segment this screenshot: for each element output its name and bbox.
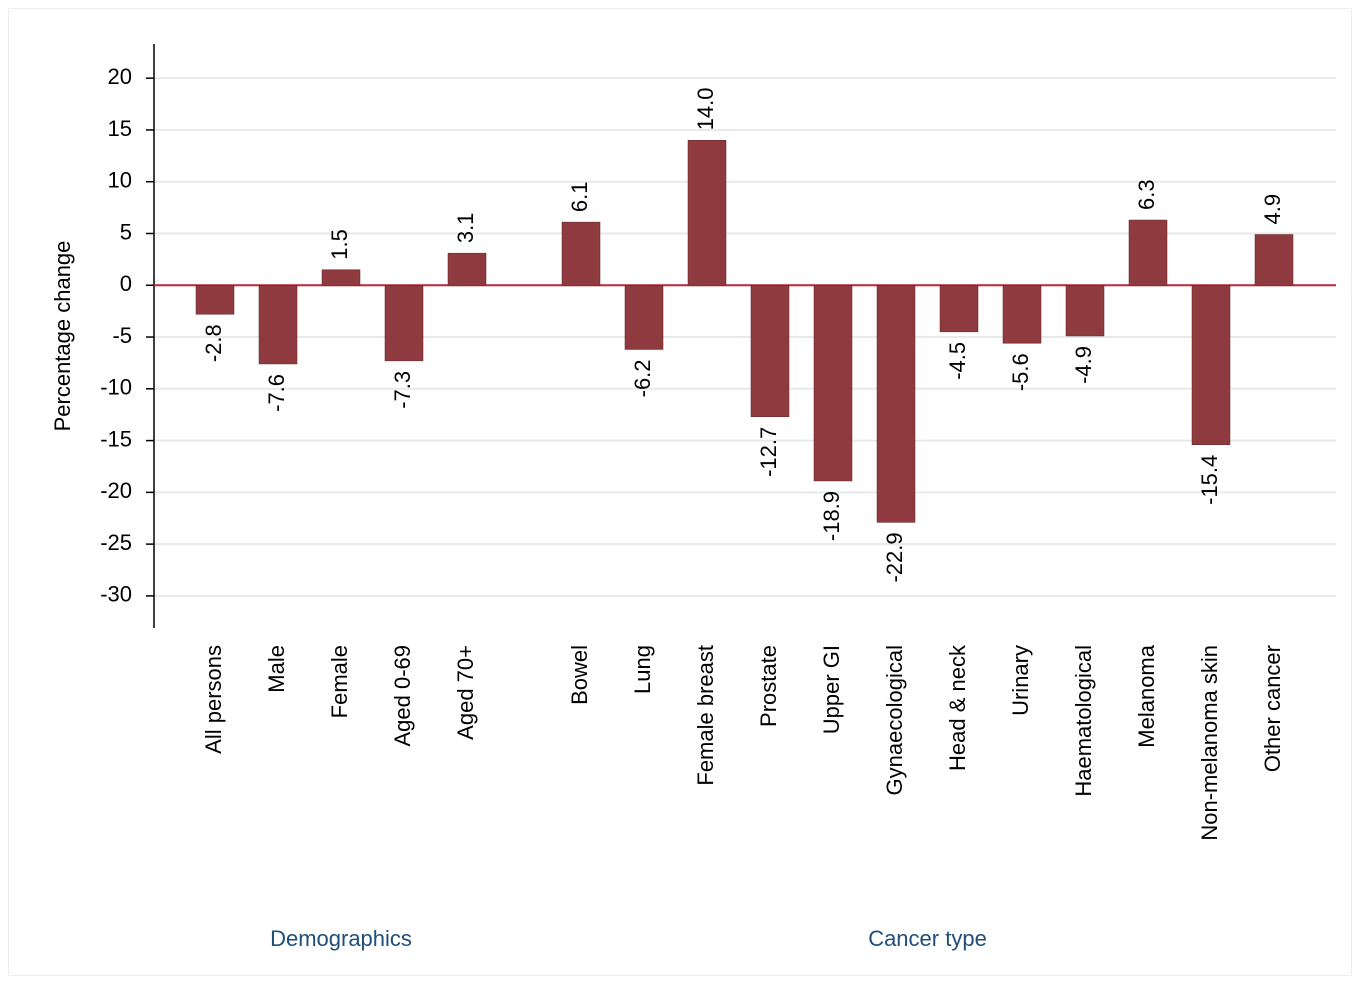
value-label: -7.6 <box>264 374 289 412</box>
y-tick-label: -5 <box>112 323 132 348</box>
x-tick-label: Male <box>264 645 289 693</box>
x-tick-label: Gynaecological <box>882 645 907 795</box>
x-tick-label: All persons <box>201 645 226 754</box>
value-label: -2.8 <box>201 324 226 362</box>
value-label: 14.0 <box>693 87 718 130</box>
x-tick-label: Aged 70+ <box>453 645 478 740</box>
x-tick-label: Female <box>327 645 352 718</box>
bar <box>447 252 487 286</box>
value-label: -4.5 <box>945 342 970 380</box>
value-label: -22.9 <box>882 532 907 582</box>
y-tick-label: -10 <box>100 375 132 400</box>
value-label: 3.1 <box>453 213 478 244</box>
x-tick-label: Female breast <box>693 645 718 786</box>
bar <box>1065 285 1105 337</box>
bar <box>876 285 916 523</box>
y-tick-label: 20 <box>108 64 132 89</box>
bar <box>321 269 361 286</box>
x-tick-label: Haematological <box>1071 645 1096 797</box>
bar <box>1254 234 1294 286</box>
value-label: -12.7 <box>756 427 781 477</box>
value-label: -15.4 <box>1197 455 1222 505</box>
y-tick-label: -25 <box>100 530 132 555</box>
y-axis-label: Percentage change <box>50 241 75 432</box>
x-tick-label: Urinary <box>1008 645 1033 716</box>
x-tick-label: Other cancer <box>1260 645 1285 772</box>
value-label: -7.3 <box>390 371 415 409</box>
bar <box>1128 219 1168 286</box>
y-tick-label: -30 <box>100 582 132 607</box>
value-label: 4.9 <box>1260 194 1285 225</box>
y-tick-label: -15 <box>100 426 132 451</box>
value-label: -6.2 <box>630 359 655 397</box>
value-label: -4.9 <box>1071 346 1096 384</box>
x-tick-label: Head & neck <box>945 644 970 771</box>
bar <box>561 221 601 286</box>
bar <box>258 285 298 365</box>
value-label: 1.5 <box>327 229 352 260</box>
group-label: Cancer type <box>868 926 987 951</box>
x-tick-label: Melanoma <box>1134 644 1159 747</box>
x-tick-label: Upper GI <box>819 645 844 734</box>
bar <box>384 285 424 362</box>
bar <box>687 140 727 286</box>
y-tick-label: -20 <box>100 478 132 503</box>
bar <box>939 285 979 333</box>
y-tick-label: 5 <box>120 219 132 244</box>
y-tick-label: 0 <box>120 271 132 296</box>
value-label: -18.9 <box>819 491 844 541</box>
bar <box>813 285 853 482</box>
group-label: Demographics <box>270 926 412 951</box>
x-tick-label: Lung <box>630 645 655 694</box>
value-label: 6.1 <box>567 182 592 213</box>
bar <box>1191 285 1231 445</box>
bar <box>1002 285 1042 344</box>
y-tick-label: 10 <box>108 168 132 193</box>
bar <box>195 285 235 315</box>
x-tick-label: Prostate <box>756 645 781 727</box>
y-tick-label: 15 <box>108 116 132 141</box>
value-label: 6.3 <box>1134 179 1159 210</box>
x-tick-label: Aged 0-69 <box>390 645 415 747</box>
x-tick-label: Bowel <box>567 645 592 705</box>
value-label: -5.6 <box>1008 353 1033 391</box>
bar <box>624 285 664 350</box>
bar <box>750 285 790 418</box>
x-tick-label: Non-melanoma skin <box>1197 645 1222 841</box>
